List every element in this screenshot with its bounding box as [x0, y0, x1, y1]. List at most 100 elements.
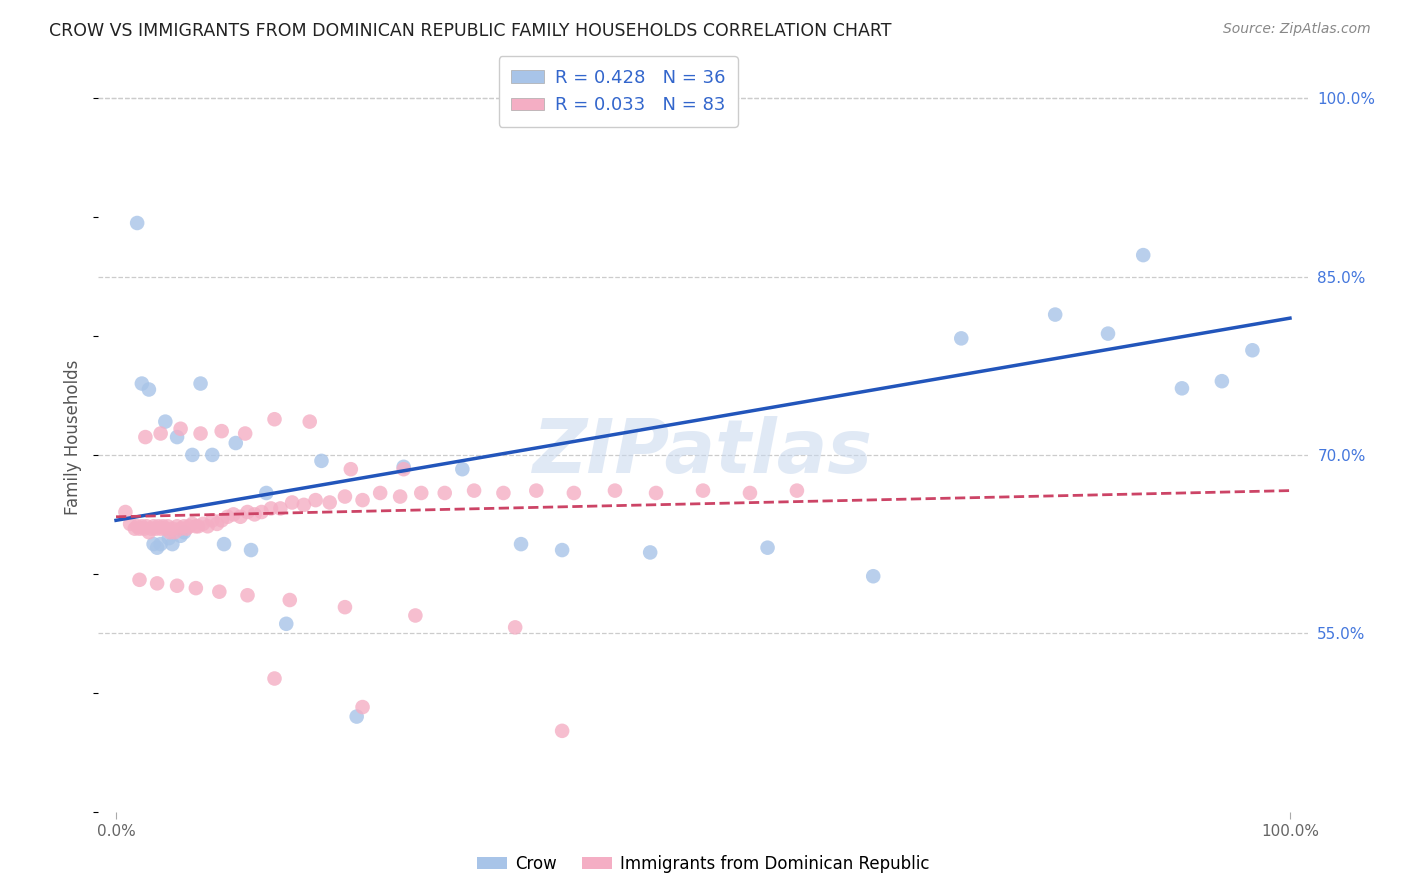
Point [127, 216, 149, 230]
Point [352, 700, 374, 714]
Point [433, 486, 456, 500]
Point [128, 522, 150, 536]
Point [127, 519, 149, 533]
Point [191, 516, 214, 531]
Point [281, 495, 304, 509]
Point [503, 620, 526, 634]
Point [392, 459, 415, 474]
Point [187, 519, 209, 533]
Point [254, 486, 277, 500]
Point [152, 519, 174, 533]
Legend: Crow, Immigrants from Dominican Republic: Crow, Immigrants from Dominican Republic [470, 848, 936, 880]
Point [524, 483, 547, 498]
Point [1132, 248, 1154, 262]
Point [181, 448, 204, 462]
Point [318, 495, 340, 509]
Point [236, 588, 259, 602]
Point [236, 505, 259, 519]
Point [134, 522, 156, 536]
Point [173, 525, 195, 540]
Point [208, 584, 231, 599]
Point [463, 483, 485, 498]
Point [211, 424, 233, 438]
Point [211, 513, 233, 527]
Point [131, 519, 153, 533]
Point [162, 522, 184, 536]
Point [756, 541, 779, 555]
Point [786, 483, 808, 498]
Point [146, 576, 169, 591]
Point [233, 426, 256, 441]
Point [131, 376, 153, 391]
Point [176, 522, 198, 536]
Point [138, 525, 160, 540]
Point [205, 516, 228, 531]
Point [169, 422, 191, 436]
Point [169, 529, 191, 543]
Point [645, 486, 668, 500]
Point [146, 541, 169, 555]
Point [551, 543, 574, 558]
Y-axis label: Family Households: Family Households [65, 359, 83, 515]
Point [333, 600, 356, 615]
Point [141, 522, 163, 536]
Point [692, 483, 714, 498]
Point [184, 519, 207, 533]
Point [269, 501, 291, 516]
Point [352, 493, 374, 508]
Point [159, 525, 181, 540]
Point [738, 486, 761, 500]
Point [166, 579, 188, 593]
Point [368, 486, 391, 500]
Point [128, 573, 150, 587]
Point [155, 415, 177, 429]
Point [292, 498, 315, 512]
Point [120, 516, 142, 531]
Point [638, 545, 661, 559]
Point [411, 486, 433, 500]
Point [240, 543, 263, 558]
Text: CROW VS IMMIGRANTS FROM DOMINICAN REPUBLIC FAMILY HOUSEHOLDS CORRELATION CHART: CROW VS IMMIGRANTS FROM DOMINICAN REPUBL… [49, 22, 891, 40]
Point [451, 462, 474, 476]
Point [311, 454, 333, 468]
Point [173, 519, 195, 533]
Point [260, 501, 283, 516]
Point [148, 519, 170, 533]
Point [346, 709, 368, 723]
Point [149, 522, 172, 536]
Point [298, 415, 321, 429]
Point [1171, 381, 1194, 395]
Point [166, 519, 188, 533]
Point [229, 509, 252, 524]
Point [138, 383, 160, 397]
Point [304, 493, 326, 508]
Point [135, 519, 157, 533]
Point [340, 462, 363, 476]
Point [166, 430, 188, 444]
Legend: R = 0.428   N = 36, R = 0.033   N = 83: R = 0.428 N = 36, R = 0.033 N = 83 [499, 56, 738, 127]
Point [145, 522, 167, 536]
Text: ZIPatlas: ZIPatlas [533, 416, 873, 489]
Point [212, 537, 235, 551]
Point [217, 509, 239, 524]
Point [551, 723, 574, 738]
Point [201, 448, 224, 462]
Point [114, 505, 136, 519]
Point [404, 608, 426, 623]
Point [510, 537, 533, 551]
Point [162, 537, 184, 551]
Point [149, 426, 172, 441]
Point [243, 508, 266, 522]
Point [950, 331, 973, 345]
Point [276, 616, 298, 631]
Point [157, 531, 180, 545]
Point [163, 525, 186, 540]
Point [250, 505, 273, 519]
Point [155, 522, 177, 536]
Point [184, 581, 207, 595]
Point [492, 486, 515, 500]
Point [142, 519, 165, 533]
Point [1097, 326, 1119, 341]
Point [1211, 374, 1233, 388]
Point [263, 672, 285, 686]
